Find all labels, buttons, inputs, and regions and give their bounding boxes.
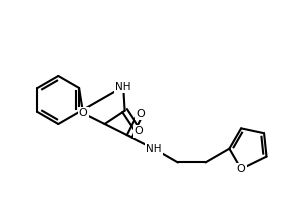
Text: O: O [79, 108, 87, 118]
Text: O: O [134, 126, 143, 136]
Text: O: O [237, 164, 245, 174]
Text: O: O [136, 109, 145, 119]
Text: NH: NH [146, 144, 162, 154]
Text: NH: NH [116, 82, 131, 92]
